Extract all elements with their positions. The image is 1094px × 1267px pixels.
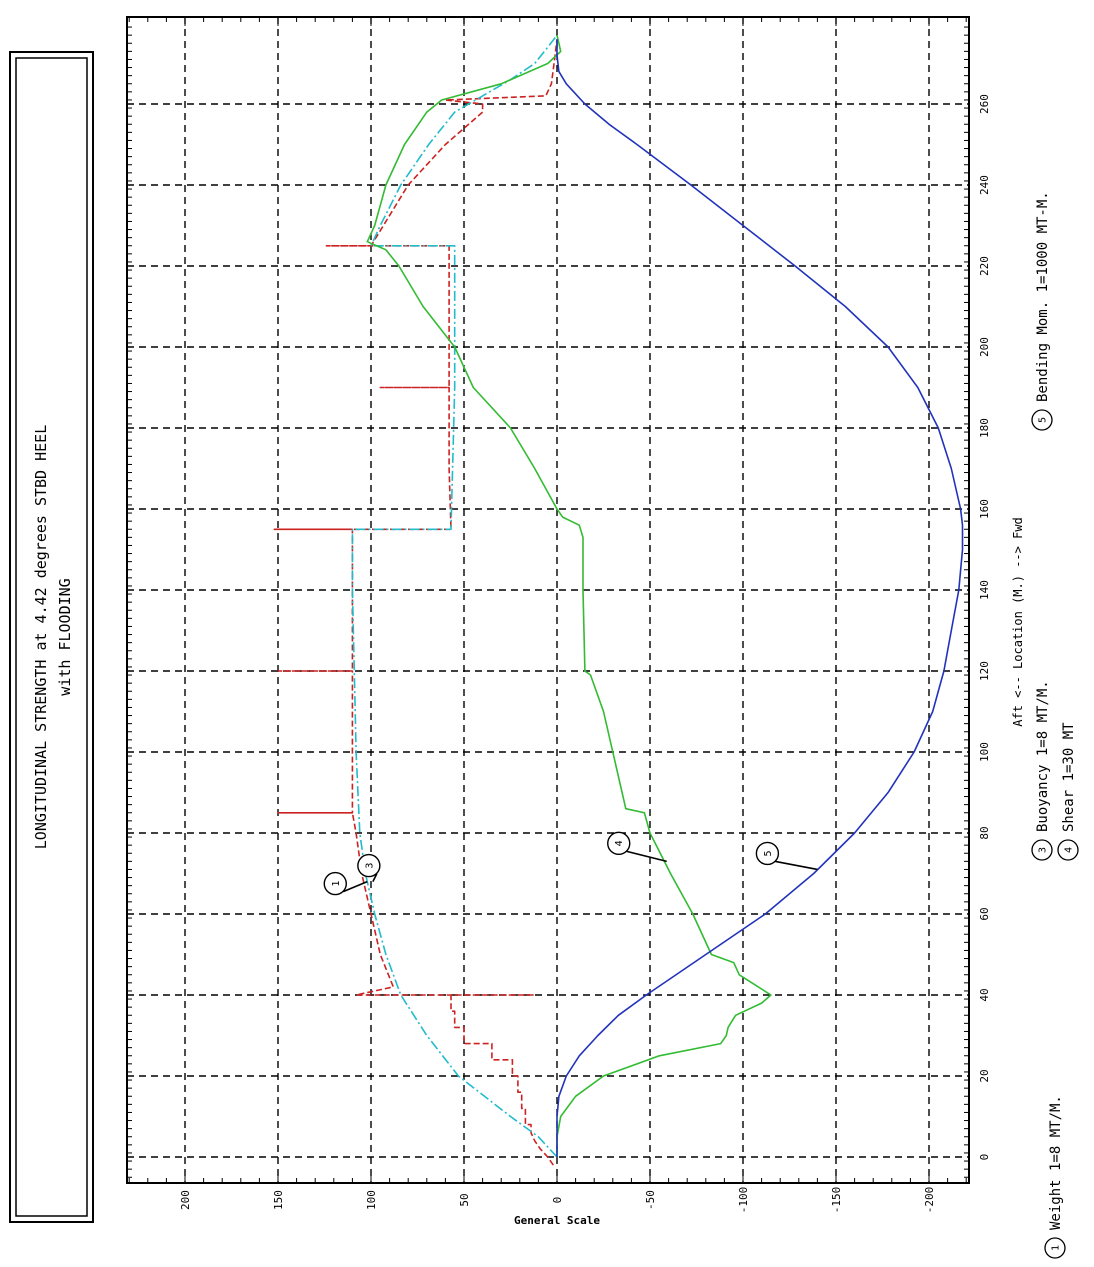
x-tick-labels: 0 20 40 60 80 100 120 140 160 180 200 220 240 260: [978, 94, 991, 1160]
y-tick-label: 50: [458, 1193, 471, 1206]
annotation-circle-5: [755, 841, 780, 866]
annotation-layer: 1 3 4 5: [323, 831, 818, 896]
title-line-2: with FLOODING: [56, 578, 74, 695]
y-tick-label: -100: [737, 1187, 750, 1214]
series-layer: [273, 34, 964, 1166]
legend-entry-4: Shear 1=30 MT: [1061, 722, 1077, 832]
legend-number-4: 4: [1064, 847, 1075, 853]
x-tick-label: 180: [978, 418, 991, 438]
annotation-arrow-5: [775, 860, 818, 871]
annotation-label-1: 1: [331, 881, 342, 887]
legend-circle-1: [1044, 1237, 1066, 1259]
y-tick-label: 0: [551, 1197, 564, 1204]
title-line-1: LONGITUDINAL STRENGTH at 4.42 degrees ST…: [32, 425, 50, 849]
y-tick-label: -200: [923, 1187, 936, 1214]
y-tick-label: 150: [272, 1190, 285, 1210]
annotation-label-3: 3: [364, 863, 375, 869]
x-tick-label: 60: [978, 907, 991, 920]
grid-lines: [127, 17, 969, 1183]
y-tick-label: 100: [365, 1190, 378, 1210]
x-tick-label: 0: [978, 1154, 991, 1161]
annotation-circle-1: [323, 871, 347, 896]
legend-entry-1: Weight 1=8 MT/M.: [1048, 1095, 1064, 1230]
x-tick-label: 40: [978, 988, 991, 1001]
y-tick-label: -150: [830, 1187, 843, 1214]
x-tick-label: 20: [978, 1069, 991, 1082]
annotation-arrow-3: [372, 873, 378, 882]
annotation-label-5: 5: [763, 850, 774, 856]
x-tick-label: 120: [978, 661, 991, 681]
minor-ticks: [127, 17, 969, 1183]
annotation-label-4: 4: [614, 840, 625, 846]
legend-circle-4: [1057, 839, 1079, 861]
x-tick-label: 140: [978, 580, 991, 600]
x-tick-label: 100: [978, 742, 991, 762]
y-tick-labels: 200 150 100 50 0 -50 -100 -150 -200: [179, 1187, 936, 1214]
title-box: LONGITUDINAL STRENGTH at 4.42 degrees ST…: [9, 51, 94, 1223]
annotation-arrow-4: [626, 850, 667, 863]
series-line-1: [273, 39, 558, 1166]
x-axis-label: Aft <-- Location (M.) --> Fwd: [1011, 517, 1025, 727]
y-tick-label: -50: [644, 1190, 657, 1210]
y-tick-label: 200: [179, 1190, 192, 1210]
x-tick-label: 240: [978, 175, 991, 195]
legend-entry-3: Buoyancy 1=8 MT/M.: [1035, 680, 1051, 832]
legend-number-3: 3: [1038, 847, 1049, 853]
x-tick-label: 200: [978, 337, 991, 357]
series-line-4: [366, 35, 772, 1157]
annotation-circle-4: [607, 831, 631, 856]
x-tick-label: 260: [978, 94, 991, 114]
legend-number-5: 5: [1038, 417, 1049, 423]
legend: 1 Weight 1=8 MT/M. 3 Buoyancy 1=8 MT/M. 4 She…: [1031, 191, 1079, 1259]
annotation-circle-3: [357, 853, 381, 878]
legend-entry-5: Bending Mom. 1=1000 MT-M.: [1035, 191, 1051, 402]
legend-circle-3: [1031, 839, 1053, 861]
x-tick-label: 80: [978, 826, 991, 839]
series-line-3: [351, 34, 558, 1158]
plot-frame: [126, 16, 970, 1184]
y-axis-label: General Scale: [514, 1214, 600, 1227]
annotation-arrow-1: [342, 880, 368, 893]
series-line-5: [556, 39, 964, 1157]
x-tick-label: 220: [978, 256, 991, 276]
legend-circle-5: [1031, 409, 1053, 431]
x-tick-label: 160: [978, 499, 991, 519]
legend-number-1: 1: [1051, 1245, 1062, 1251]
